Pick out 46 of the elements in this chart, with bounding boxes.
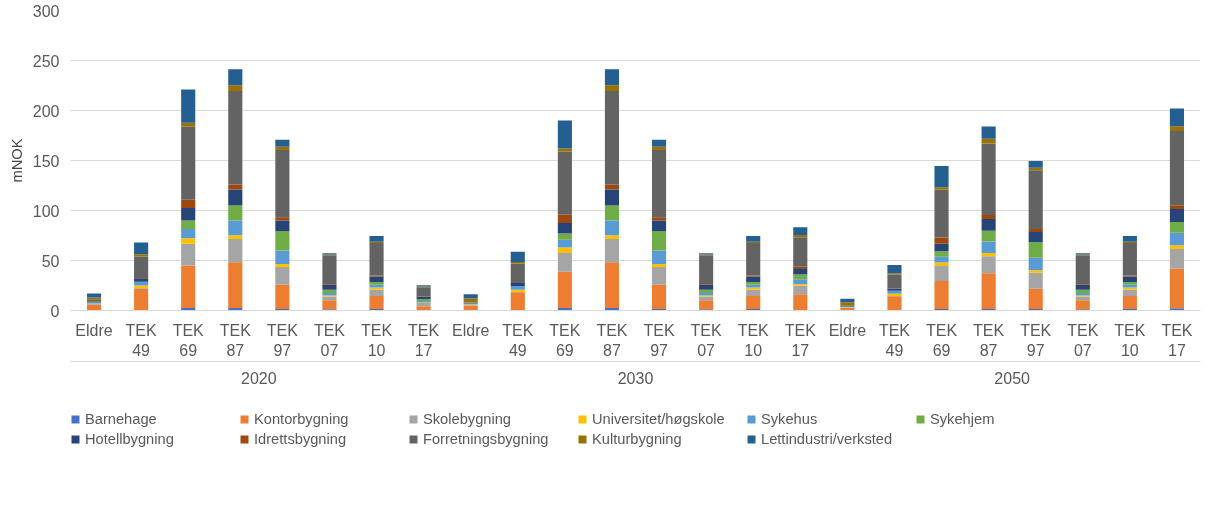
legend-label: Idrettsbygning	[254, 431, 348, 447]
legend-label: Lettindustri/verksted	[761, 431, 894, 447]
text: 2030	[617, 369, 654, 387]
x-tick-label: TEK 69	[172, 321, 205, 359]
y-tick-label: 100	[32, 202, 60, 220]
x-tick-label: TEK 87	[596, 321, 628, 359]
y-tick-label: 200	[32, 102, 60, 120]
x-tick-label: TEK 49	[878, 321, 911, 359]
text: 2050	[994, 369, 1031, 387]
x-tick-label: TEK 17	[408, 321, 440, 359]
x-tick-label: TEK 97	[643, 321, 675, 359]
legend-label: Sykehjem	[930, 411, 996, 427]
x-tick-label: TEK 17	[1161, 321, 1193, 359]
legend-label: Skolebygning	[423, 411, 512, 427]
x-tick-label: Eldre	[452, 321, 490, 339]
y-tick-label: 50	[41, 252, 60, 270]
x-tick-label: Eldre	[75, 321, 113, 339]
x-tick-label: TEK 97	[1020, 321, 1052, 359]
y-tick-label: 300	[32, 2, 60, 20]
y-tick-label: 0	[50, 302, 60, 320]
x-tick-label: TEK 49	[502, 321, 534, 359]
legend-label: Forretningsbygning	[423, 431, 550, 447]
legend-label: Sykehus	[761, 411, 819, 427]
legend-label: Kulturbygning	[592, 431, 683, 447]
x-tick-label: TEK 10	[1114, 321, 1146, 359]
y-tick-label: 150	[32, 152, 60, 170]
x-tick-label: TEK 10	[737, 321, 770, 359]
x-tick-label: TEK 49	[125, 321, 158, 359]
x-tick-label: TEK 69	[549, 321, 581, 359]
x-tick-label: Eldre	[828, 321, 867, 339]
x-tick-label: TEK 07	[690, 321, 723, 359]
text: 2020	[241, 369, 277, 387]
x-tick-label: TEK 07	[313, 321, 346, 359]
x-tick-label: TEK 69	[925, 321, 958, 359]
legend-label: Hotellbygning	[85, 431, 175, 447]
x-tick-label: TEK 10	[360, 321, 393, 359]
legend-label: Kontorbygning	[254, 411, 350, 427]
y-tick-label: 250	[32, 52, 60, 70]
y-axis-title: mNOK	[8, 138, 25, 183]
x-tick-label: TEK 17	[784, 321, 817, 359]
x-tick-label: TEK 87	[973, 321, 1005, 359]
x-tick-label: TEK 97	[266, 321, 299, 359]
x-tick-label: TEK 87	[219, 321, 252, 359]
x-tick-label: TEK 07	[1067, 321, 1099, 359]
legend-label: Universitet/høgskole	[592, 411, 726, 427]
legend-label: Barnehage	[85, 411, 158, 427]
